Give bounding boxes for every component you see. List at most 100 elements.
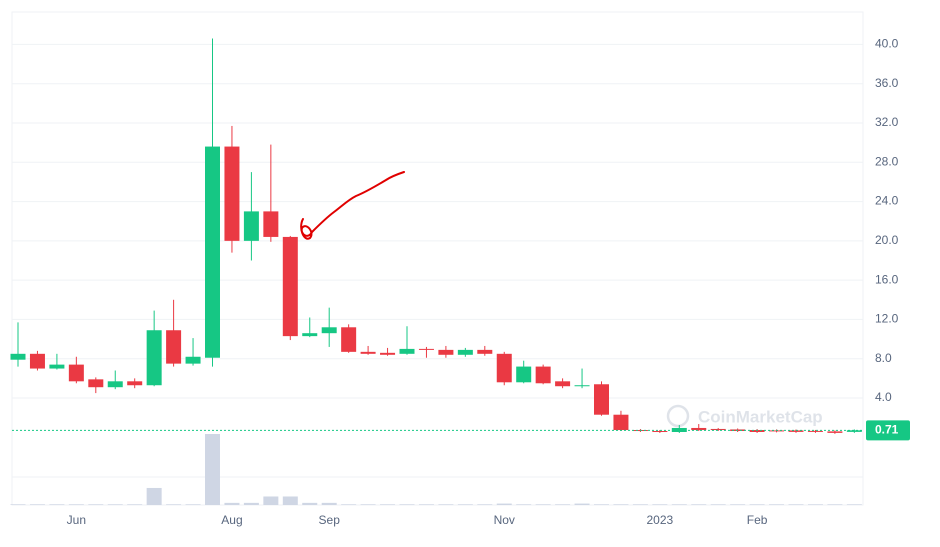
candle-body (516, 366, 532, 383)
volume-bar (205, 434, 220, 505)
candle-body (807, 430, 823, 432)
watermark-text: CoinMarketCap (698, 407, 823, 426)
volume-bar (224, 502, 240, 505)
volume-bar (68, 504, 84, 505)
candle-body (107, 381, 123, 388)
volume-bar (49, 504, 65, 505)
annotation-scribble (300, 171, 405, 240)
volume-bar (166, 504, 182, 505)
candle-body (788, 430, 804, 432)
y-tick-label: 32.0 (875, 115, 899, 129)
candle-body (263, 211, 279, 237)
last-price-label: 0.71 (875, 422, 899, 436)
candle-body (360, 351, 376, 354)
x-tick-label: Jun (67, 513, 86, 527)
watermark: CoinMarketCap (666, 404, 823, 428)
y-tick-label: 12.0 (875, 312, 899, 326)
volume-bar (846, 504, 862, 505)
candle-body (166, 330, 182, 364)
candle-body (457, 349, 473, 355)
x-tick-label: Nov (494, 513, 515, 527)
candle-body (691, 427, 707, 431)
volume-bar (769, 504, 785, 505)
volume-bar (88, 504, 104, 505)
candle-body (555, 381, 571, 387)
candle-body (146, 330, 162, 386)
y-tick-label: 40.0 (875, 37, 899, 51)
candle-body (769, 430, 785, 432)
volume-bar (127, 504, 143, 505)
candle-body (574, 385, 590, 387)
x-tick-label: 2023 (646, 513, 673, 527)
x-tick-label: Aug (221, 513, 242, 527)
volume-bar (516, 504, 532, 505)
volume-bar (418, 504, 434, 505)
candle-body (205, 146, 220, 358)
volume-bar (380, 504, 396, 505)
candle-body (29, 353, 45, 369)
candle-body (380, 352, 396, 355)
x-tick-label: Sep (319, 513, 341, 527)
volume-bar (360, 504, 376, 505)
plot-frame (11, 11, 864, 506)
volume-bar (107, 504, 123, 505)
marks (10, 38, 863, 505)
volume-bar (438, 504, 454, 505)
candle-body (185, 356, 201, 364)
volume-bar (574, 503, 590, 505)
y-tick-label: 24.0 (875, 194, 899, 208)
candle-body (282, 236, 298, 337)
volume-bar (29, 504, 45, 505)
volume-bar (243, 502, 259, 505)
candle-body (302, 333, 318, 337)
volume-bar (827, 504, 843, 505)
candle-body (594, 384, 609, 415)
candle-body (10, 353, 26, 360)
candle-body (341, 327, 357, 352)
candle-body (613, 414, 629, 431)
volume-bar (185, 504, 201, 505)
y-tick-label: 8.0 (875, 351, 892, 365)
candle-body (710, 428, 726, 431)
candle-body (49, 364, 65, 369)
candle-body (399, 348, 415, 354)
y-tick-label: 36.0 (875, 76, 899, 90)
volume-bar (632, 504, 648, 505)
volume-bar (730, 504, 746, 505)
candle-body (438, 349, 454, 355)
volume-bar (282, 496, 298, 505)
candle-body (127, 381, 143, 386)
volume-bar (749, 504, 765, 505)
volume-bar (807, 504, 823, 505)
volume-bar (594, 504, 609, 505)
volume-bar (321, 502, 337, 505)
candle-body (243, 211, 259, 241)
volume-bar (263, 496, 279, 505)
y-tick-label: 28.0 (875, 154, 899, 168)
candle-body (496, 353, 512, 383)
candle-body (827, 431, 843, 433)
volume-bar (10, 504, 26, 505)
volume-bar (457, 504, 473, 505)
volume-bar (652, 504, 668, 505)
candle-body (749, 430, 765, 432)
volume-bar (535, 504, 551, 505)
volume-bar (399, 504, 415, 505)
volume-bar (671, 504, 687, 505)
y-tick-label: 4.0 (875, 390, 892, 404)
volume-bar (788, 504, 804, 505)
volume-bar (613, 504, 629, 505)
volume-bar (710, 504, 726, 505)
x-tick-label: Feb (747, 513, 768, 527)
volume-bar (691, 504, 707, 505)
volume-bar (302, 502, 318, 505)
last-price-tag (866, 420, 910, 441)
candle-body (477, 349, 493, 354)
candle-body (68, 364, 84, 382)
y-tick-label: 20.0 (875, 233, 899, 247)
candle-body (88, 379, 104, 388)
volume-bar (496, 503, 512, 505)
candle-body (224, 146, 240, 241)
volume-bar (555, 504, 571, 505)
